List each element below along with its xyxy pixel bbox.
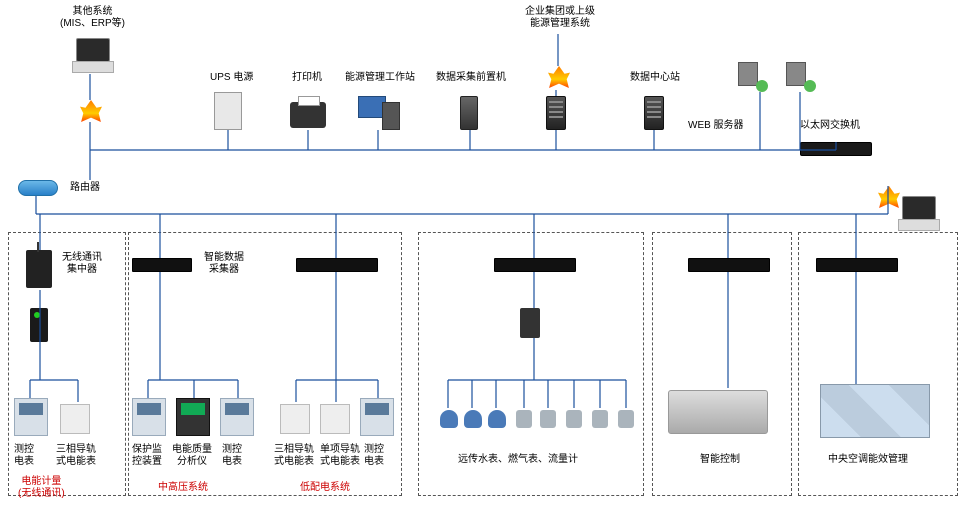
switch-icon [800, 142, 872, 156]
rail-meter-icon [280, 404, 310, 434]
meter-g-icon [176, 398, 210, 436]
printer-label: 打印机 [292, 72, 322, 84]
router-icon [18, 180, 58, 196]
g2-m1-label: 保护监控装置 [132, 444, 162, 468]
enterprise-label: 企业集团或上级 能源管理系统 [525, 6, 595, 30]
sensor-icon [488, 410, 506, 428]
g4-label: 远传水表、燃气表、流量计 [458, 454, 578, 466]
hvac-icon [820, 384, 930, 438]
g3-m1-label: 三相导轨式电能表 [274, 444, 314, 468]
meter-icon [360, 398, 394, 436]
sensor-icon [440, 410, 458, 428]
g6-label: 中央空调能效管理 [828, 454, 908, 466]
firewall-icon [878, 186, 900, 208]
server-icon [460, 96, 478, 130]
g3-m3-label: 测控电表 [364, 444, 384, 468]
sensor-g-icon [618, 410, 634, 428]
user-icon [738, 58, 768, 92]
g2-m2-label: 电能质量分析仪 [172, 444, 212, 468]
group-box-2 [128, 232, 402, 496]
sensor-g-icon [592, 410, 608, 428]
g2-m3-label: 测控电表 [222, 444, 242, 468]
ups-label: UPS 电源 [210, 72, 253, 84]
ups-icon [214, 92, 242, 130]
g1-box-label: 电能计量(无线通讯) [18, 476, 65, 500]
sensor-g-icon [566, 410, 582, 428]
firewall-icon [548, 66, 570, 88]
pc-icon [898, 196, 938, 231]
printer-icon [290, 102, 326, 128]
workstation-label: 能源管理工作站 [345, 72, 415, 84]
data-center-label: 数据中心站 [630, 72, 680, 84]
sensor-g-icon [516, 410, 532, 428]
server-icon [546, 96, 566, 130]
g5-label: 智能控制 [700, 454, 740, 466]
g2-box-label: 中高压系统 [158, 482, 208, 494]
meter-icon [132, 398, 166, 436]
meter-icon [220, 398, 254, 436]
collector-front-label: 数据采集前置机 [436, 72, 506, 84]
user-icon [786, 58, 816, 92]
firewall-icon [80, 100, 102, 122]
router-label: 路由器 [70, 182, 100, 194]
g3-m2-label: 单项导轨式电能表 [320, 444, 360, 468]
g3-box-label: 低配电系统 [300, 482, 350, 494]
g1-m1-label: 测控电表 [14, 444, 34, 468]
g1-m2-label: 三相导轨式电能表 [56, 444, 96, 468]
workstation-icon [358, 96, 400, 130]
pc-icon [72, 38, 112, 73]
web-server-label: WEB 服务器 [688, 120, 744, 132]
sensor-icon [464, 410, 482, 428]
meter-icon [14, 398, 48, 436]
sensor-g-icon [540, 410, 556, 428]
smart-control-icon [668, 390, 768, 434]
rail-meter-icon [60, 404, 90, 434]
eth-switch-label: 以太网交换机 [800, 120, 860, 132]
server-icon [644, 96, 664, 130]
other-systems-label: 其他系统 (MIS、ERP等) [60, 6, 125, 30]
rail-meter-icon [320, 404, 350, 434]
